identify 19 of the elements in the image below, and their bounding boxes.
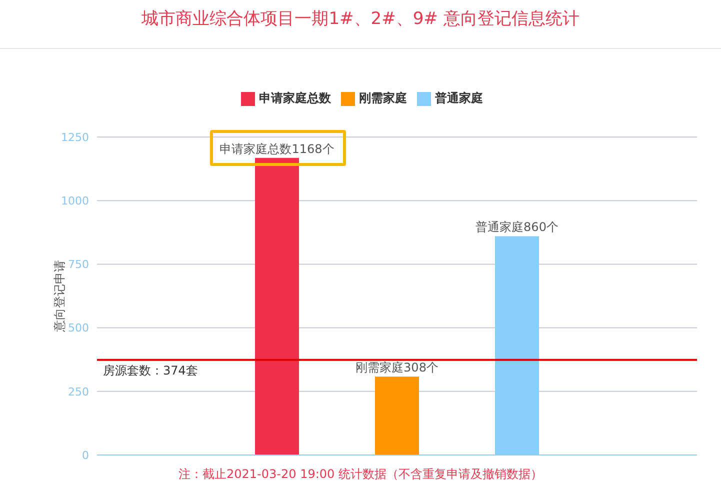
data-label: 普通家庭860个 — [476, 220, 558, 234]
y-tick-label: 750 — [68, 258, 89, 272]
chart-title: 城市商业综合体项目一期1#、2#、9# 意向登记信息统计 — [140, 8, 580, 30]
bar — [375, 376, 419, 455]
bar — [495, 236, 539, 455]
data-label: 申请家庭总数1168个 — [220, 142, 334, 156]
legend-label: 刚需家庭 — [359, 91, 407, 105]
text: 注：截止2021-03-20 19:00 统计数据（不含重复申请及撤销数据） — [178, 466, 544, 483]
y-tick-label: 0 — [82, 448, 89, 462]
y-tick-label: 1000 — [61, 194, 89, 208]
legend-label: 申请家庭总数 — [259, 91, 331, 105]
ref-line-label: 房源套数：374套 — [103, 363, 198, 378]
y-tick-label: 1250 — [61, 130, 89, 144]
y-tick-label: 500 — [68, 322, 89, 335]
bar — [255, 158, 299, 455]
data-label: 刚需家庭308个 — [356, 360, 438, 375]
legend-label: 普通家庭 — [435, 91, 483, 105]
y-axis-title: 意向登记申请 — [52, 260, 66, 333]
y-tick-label: 250 — [68, 385, 89, 398]
